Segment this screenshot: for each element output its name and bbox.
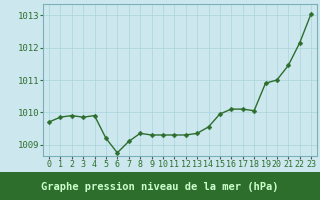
Text: Graphe pression niveau de la mer (hPa): Graphe pression niveau de la mer (hPa) <box>41 182 279 192</box>
